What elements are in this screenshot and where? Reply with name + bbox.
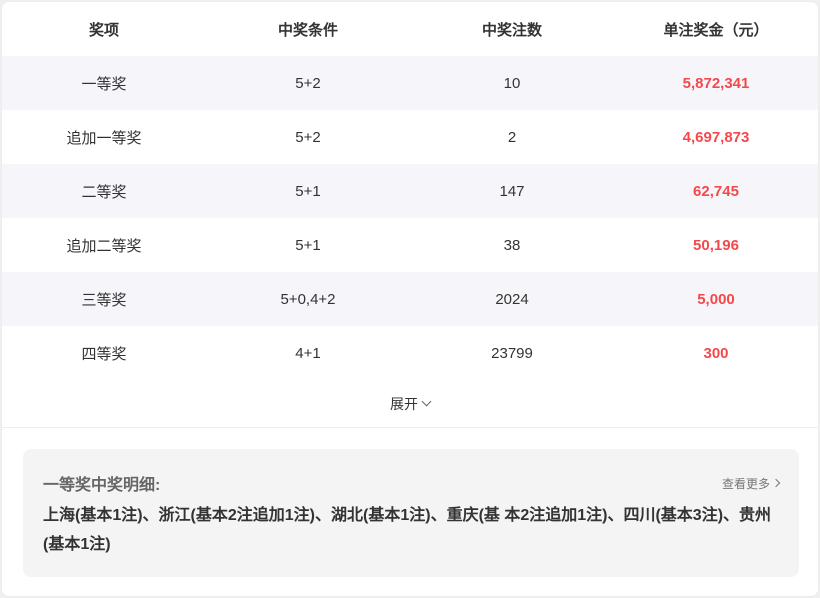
prize-table: 奖项 中奖条件 中奖注数 单注奖金（元） 一等奖 5+2 10 5,872,341 追加… (2, 2, 818, 380)
chevron-right-icon (771, 478, 781, 488)
header-count: 中奖注数 (481, 21, 542, 39)
cell-prize: 62,745 (693, 182, 739, 200)
detail-title: 一等奖中奖明细: (43, 477, 161, 494)
cell-prize: 4,697,873 (682, 128, 750, 146)
cell-condition: 4+1 (295, 344, 321, 362)
cell-prize: 5,872,341 (682, 74, 750, 92)
first-prize-detail: 一等奖中奖明细: 查看更多 上海(基本1注)、浙江(基本2注追加1注)、湖北(基… (23, 449, 799, 577)
header-prize-level: 奖项 (88, 21, 119, 39)
cell-condition: 5+1 (295, 236, 321, 254)
cell-count: 38 (503, 236, 521, 254)
cell-prize-level: 二等奖 (81, 183, 127, 201)
chevron-down-icon (421, 396, 432, 407)
cell-prize-level: 三等奖 (81, 291, 127, 309)
cell-prize: 300 (703, 344, 729, 362)
cell-prize-level: 四等奖 (81, 345, 127, 363)
cell-condition: 5+2 (295, 74, 321, 92)
table-row: 追加一等奖 5+2 2 4,697,873 (2, 110, 818, 164)
cell-condition: 5+1 (295, 182, 321, 200)
header-prize: 单注奖金（元） (663, 21, 769, 39)
detail-text: 上海(基本1注)、浙江(基本2注追加1注)、湖北(基本1注)、重庆(基 本2注追… (43, 507, 772, 553)
table-row: 二等奖 5+1 147 62,745 (2, 164, 818, 218)
header-condition: 中奖条件 (277, 21, 338, 39)
cell-prize-level: 追加一等奖 (66, 129, 142, 147)
expand-button[interactable]: 展开 (2, 380, 818, 428)
cell-prize: 5,000 (697, 290, 735, 308)
cell-prize-level: 一等奖 (81, 75, 127, 93)
view-more-link[interactable]: 查看更多 (721, 475, 781, 492)
view-more-label: 查看更多 (721, 476, 770, 491)
table-row: 四等奖 4+1 23799 300 (2, 326, 818, 380)
cell-count: 2024 (495, 290, 529, 308)
cell-condition: 5+0,4+2 (280, 290, 336, 308)
cell-condition: 5+2 (295, 128, 321, 146)
cell-prize-level: 追加二等奖 (66, 237, 142, 255)
expand-label: 展开 (390, 395, 418, 412)
table-row: 一等奖 5+2 10 5,872,341 (2, 56, 818, 110)
cell-count: 23799 (491, 344, 533, 362)
table-header: 奖项 中奖条件 中奖注数 单注奖金（元） (2, 2, 818, 56)
cell-count: 147 (499, 182, 525, 200)
table-row: 追加二等奖 5+1 38 50,196 (2, 218, 818, 272)
cell-count: 2 (507, 128, 517, 146)
table-row: 三等奖 5+0,4+2 2024 5,000 (2, 272, 818, 326)
cell-prize: 50,196 (693, 236, 739, 254)
cell-count: 10 (503, 74, 521, 92)
